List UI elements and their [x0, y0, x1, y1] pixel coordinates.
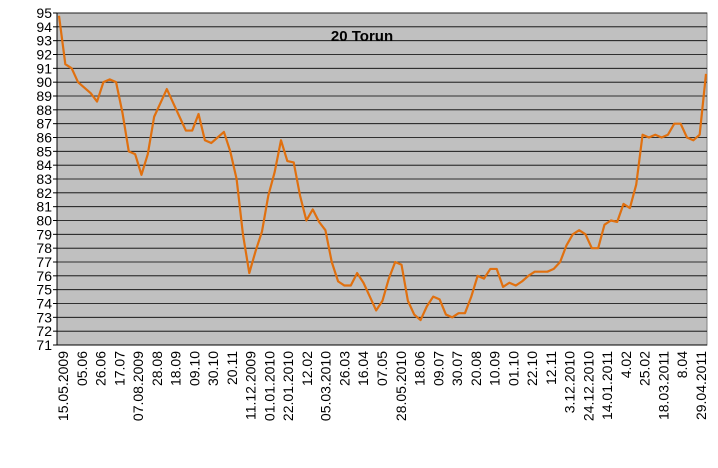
y-tick-label: 78: [36, 240, 52, 256]
x-tick-label: 14.01.2011: [599, 351, 615, 420]
y-tick-label: 72: [36, 323, 52, 339]
y-tick-label: 81: [36, 199, 52, 215]
y-tick-label: 90: [36, 74, 52, 90]
x-tick-label: 05.03.2010: [318, 351, 334, 421]
x-tick-label: 22.01.2010: [280, 351, 296, 421]
x-tick-label: 16.04: [355, 351, 371, 386]
x-tick-label: 12.02: [299, 351, 315, 386]
y-tick-label: 76: [36, 268, 52, 284]
x-tick-label: 20.08: [468, 351, 484, 386]
x-tick-label: 17.07: [111, 351, 127, 386]
x-tick-label: 18.03.2011: [655, 351, 671, 420]
y-tick-label: 87: [36, 116, 52, 132]
x-tick-label: 10.09: [487, 351, 503, 386]
x-tick-label: 12.11: [543, 351, 559, 385]
y-tick-label: 83: [36, 171, 52, 187]
x-tick-label: 05.06: [74, 351, 90, 386]
series-group: [57, 15, 708, 322]
x-tick-label: 20.11: [224, 351, 240, 385]
x-tick-label: 09.10: [186, 351, 202, 386]
x-tick-label: 22.10: [524, 351, 540, 386]
y-tick-label: 86: [36, 130, 52, 146]
x-tick-label: 07.08.2009: [130, 351, 146, 421]
y-tick-label: 75: [36, 282, 52, 298]
y-axis-tick-labels: 7172737475767778798081828384858687888990…: [36, 5, 52, 353]
y-tick-label: 82: [36, 185, 52, 201]
x-tick-label: 25.02: [637, 351, 653, 386]
y-tick-label: 85: [36, 143, 52, 159]
x-tick-label: 15.05.2009: [55, 351, 71, 421]
y-tick-label: 95: [36, 5, 52, 21]
x-tick-label: 11.12.2009: [243, 351, 259, 420]
x-tick-label: 01.01.2010: [261, 351, 277, 421]
x-tick-label: 01.10: [505, 351, 521, 386]
y-tick-label: 80: [36, 213, 52, 229]
y-tick-label: 91: [36, 60, 52, 76]
x-tick-label: 18.09: [168, 351, 184, 386]
x-tick-label: 09.07: [430, 351, 446, 386]
y-tick-label: 74: [36, 296, 52, 312]
x-tick-label: 8.04: [674, 351, 690, 378]
gridlines: [53, 12, 707, 346]
x-tick-label: 18.06: [412, 351, 428, 386]
y-tick-label: 84: [36, 157, 52, 173]
chart-title: 20 Torun: [331, 28, 393, 45]
y-tick-label: 73: [36, 309, 52, 325]
y-tick-label: 92: [36, 47, 52, 63]
series-line: [57, 15, 708, 322]
x-tick-label: 24.12.2010: [580, 351, 596, 421]
y-tick-label: 77: [36, 254, 52, 270]
y-tick-label: 93: [36, 33, 52, 49]
x-tick-label: 26.03: [336, 351, 352, 386]
y-tick-label: 79: [36, 226, 52, 242]
x-axis-tick-labels: 15.05.2009 05.06 26.06 17.07 07.08.2009 28.08…: [55, 351, 709, 421]
y-tick-label: 71: [36, 337, 52, 353]
x-tick-label: 29.04.2011: [693, 351, 709, 420]
x-tick-label: 4.02: [618, 351, 634, 378]
y-tick-label: 88: [36, 102, 52, 118]
x-tick-label: 07.05: [374, 351, 390, 386]
y-tick-label: 94: [36, 19, 52, 35]
y-tick-label: 89: [36, 88, 52, 104]
x-tick-label: 28.05.2010: [393, 351, 409, 421]
x-tick-label: 30.07: [449, 351, 465, 386]
x-tick-label: 30.10: [205, 351, 221, 386]
x-tick-label: 28.08: [149, 351, 165, 386]
x-tick-label: 3.12.2010: [562, 351, 578, 413]
x-tick-label: 26.06: [93, 351, 109, 386]
